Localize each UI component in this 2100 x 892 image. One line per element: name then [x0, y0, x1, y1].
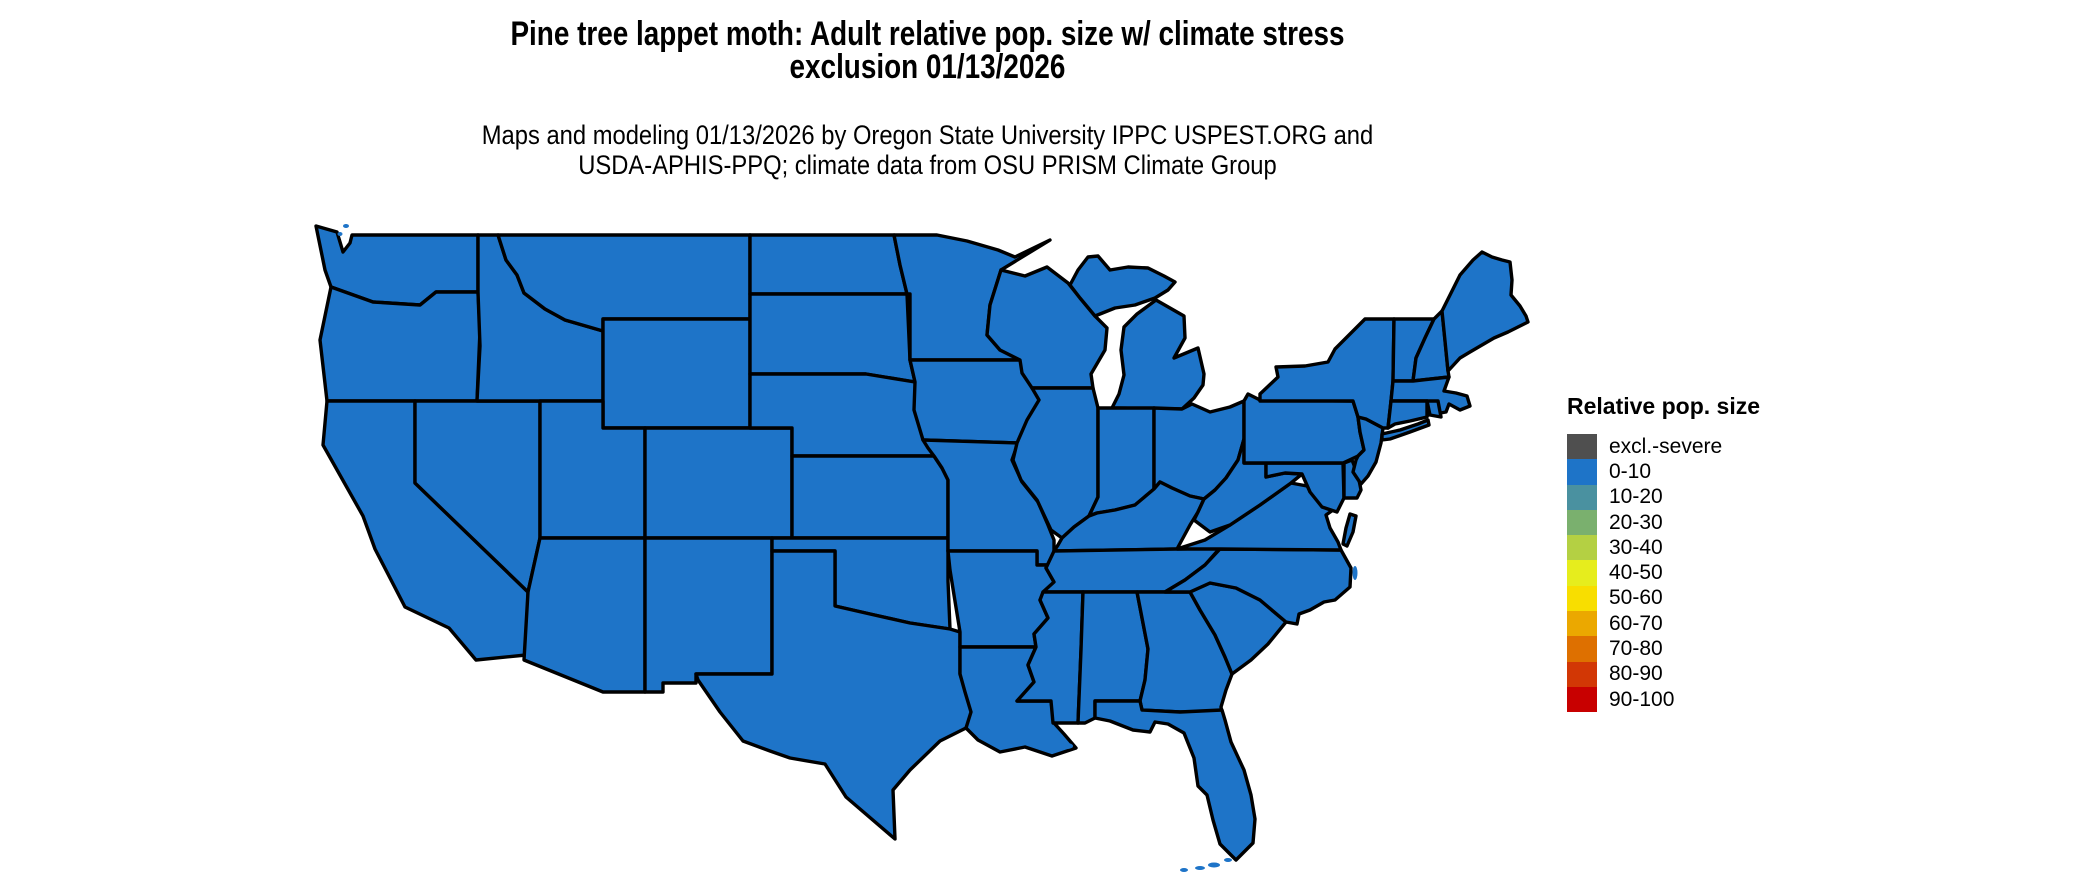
state-new-jersey	[1351, 415, 1385, 486]
state-virginia-eastern-shore	[1341, 512, 1358, 548]
state-rhode-island	[1425, 399, 1443, 419]
legend-swatch	[1567, 585, 1597, 612]
state-michigan-upper-peninsula	[1068, 254, 1177, 318]
legend-item-label: 80-90	[1609, 662, 1663, 686]
state-north-dakota	[748, 233, 909, 296]
page-title: Pine tree lappet moth: Adult relative po…	[167, 15, 1688, 86]
florida-keys-islands	[1195, 866, 1205, 870]
state-texas	[694, 549, 974, 841]
legend-item: 10-20	[1567, 484, 1760, 510]
state-florida	[1093, 699, 1257, 862]
legend-swatch	[1567, 661, 1597, 687]
san-juan-islands	[343, 224, 349, 228]
us-choropleth-map	[314, 224, 1530, 872]
title-line-1: Pine tree lappet moth: Adult relative po…	[510, 15, 1345, 53]
legend-swatch	[1567, 535, 1597, 561]
legend-item-label: excl.-severe	[1609, 434, 1723, 458]
legend-item-label: 10-20	[1609, 485, 1663, 509]
legend-item: 20-30	[1567, 509, 1760, 536]
states-group	[314, 224, 1530, 862]
state-oregon	[318, 285, 482, 403]
legend-item: excl.-severe	[1567, 434, 1760, 460]
state-pennsylvania	[1242, 392, 1366, 465]
legend-item-label: 20-30	[1609, 510, 1663, 534]
legend-item: 90-100	[1567, 686, 1760, 713]
legend-swatch	[1567, 509, 1597, 536]
legend-swatch	[1567, 686, 1597, 713]
legend-items: excl.-severe 0-10 10-20 20-30 30-40 40-50 50-6…	[1567, 434, 1760, 713]
state-south-dakota	[748, 292, 917, 384]
mississippi-delta-fringe	[1061, 743, 1073, 749]
legend-swatch	[1567, 636, 1597, 662]
florida-keys-islands	[1208, 862, 1220, 868]
legend-swatch	[1567, 611, 1597, 637]
state-wyoming	[601, 317, 752, 430]
coastal-fringe-group	[337, 224, 1358, 872]
subtitle-line-1: Maps and modeling 01/13/2026 by Oregon S…	[481, 120, 1374, 150]
state-wisconsin	[985, 265, 1109, 390]
legend-item-label: 50-60	[1609, 586, 1663, 610]
title-line-2: exclusion 01/13/2026	[789, 48, 1066, 86]
outer-banks-fringe	[1352, 566, 1358, 580]
state-arizona	[522, 536, 647, 694]
legend-item-label: 0-10	[1609, 459, 1652, 483]
state-new-york	[1258, 317, 1396, 430]
legend-item-label: 30-40	[1609, 535, 1663, 559]
legend-item: 70-80	[1567, 636, 1760, 662]
legend-item: 50-60	[1567, 585, 1760, 612]
legend: Relative pop. size excl.-severe 0-10 10-20…	[1567, 393, 1761, 713]
legend-item-label: 40-50	[1609, 561, 1663, 585]
legend-item: 80-90	[1567, 661, 1760, 687]
legend-item: 40-50	[1567, 560, 1760, 586]
legend-item: 30-40	[1567, 535, 1760, 561]
state-connecticut	[1386, 399, 1429, 430]
state-kansas	[790, 454, 950, 540]
page-subtitle: Maps and modeling 01/13/2026 by Oregon S…	[111, 120, 1743, 180]
florida-keys-islands	[1180, 868, 1188, 872]
legend-item-label: 60-70	[1609, 611, 1663, 635]
legend-item-label: 90-100	[1609, 687, 1675, 711]
legend-title: Relative pop. size	[1567, 393, 1761, 419]
legend-swatch	[1567, 560, 1597, 586]
legend-swatch	[1567, 459, 1597, 485]
state-new-york-long-island	[1380, 418, 1431, 442]
legend-swatch	[1567, 434, 1597, 460]
san-juan-islands	[337, 232, 343, 236]
subtitle-line-2: USDA-APHIS-PPQ; climate data from OSU PR…	[578, 150, 1277, 180]
legend-item-label: 70-80	[1609, 637, 1663, 661]
state-new-mexico	[643, 536, 774, 694]
legend-swatch	[1567, 484, 1597, 510]
state-michigan	[1110, 298, 1206, 411]
legend-item: 0-10	[1567, 459, 1760, 485]
state-colorado	[643, 426, 794, 540]
legend-item: 60-70	[1567, 611, 1760, 637]
florida-keys-islands	[1224, 858, 1232, 862]
state-maine	[1440, 250, 1530, 373]
state-north-carolina	[1163, 547, 1353, 626]
